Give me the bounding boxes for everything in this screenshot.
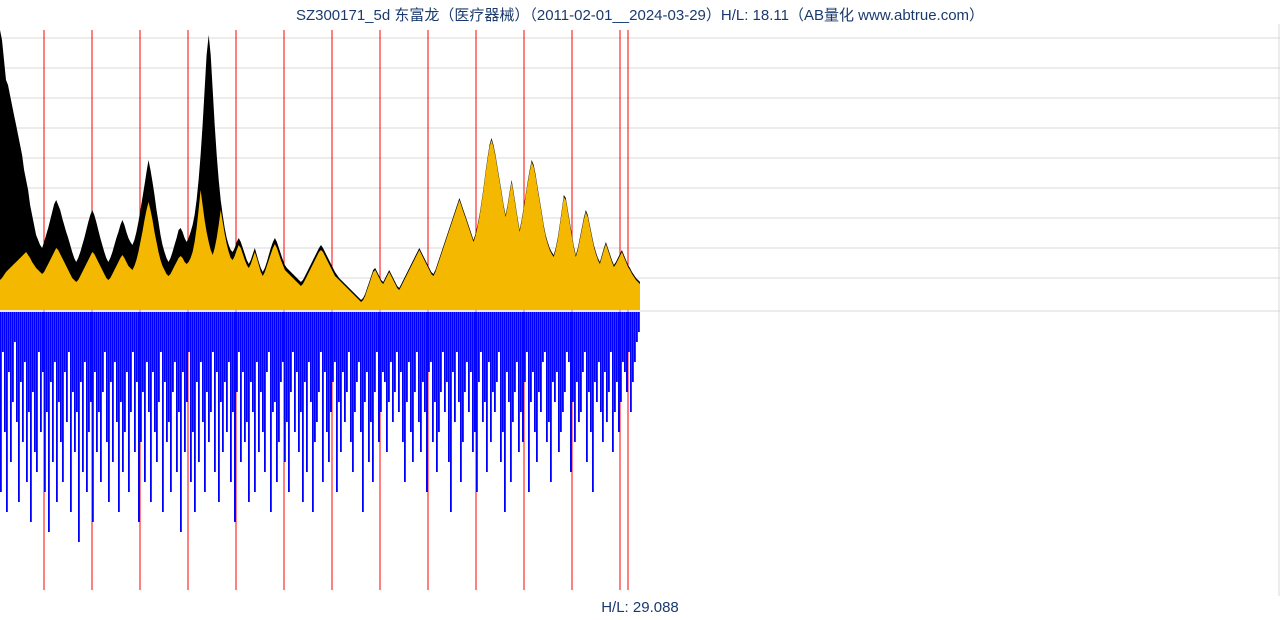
chart-title: SZ300171_5d 东富龙（医疗器械）（2011-02-01__2024-0…: [0, 4, 1280, 25]
chart-area: [0, 24, 1280, 596]
footer-label: H/L: 29.088: [0, 599, 1280, 616]
chart-svg: [0, 24, 1280, 596]
